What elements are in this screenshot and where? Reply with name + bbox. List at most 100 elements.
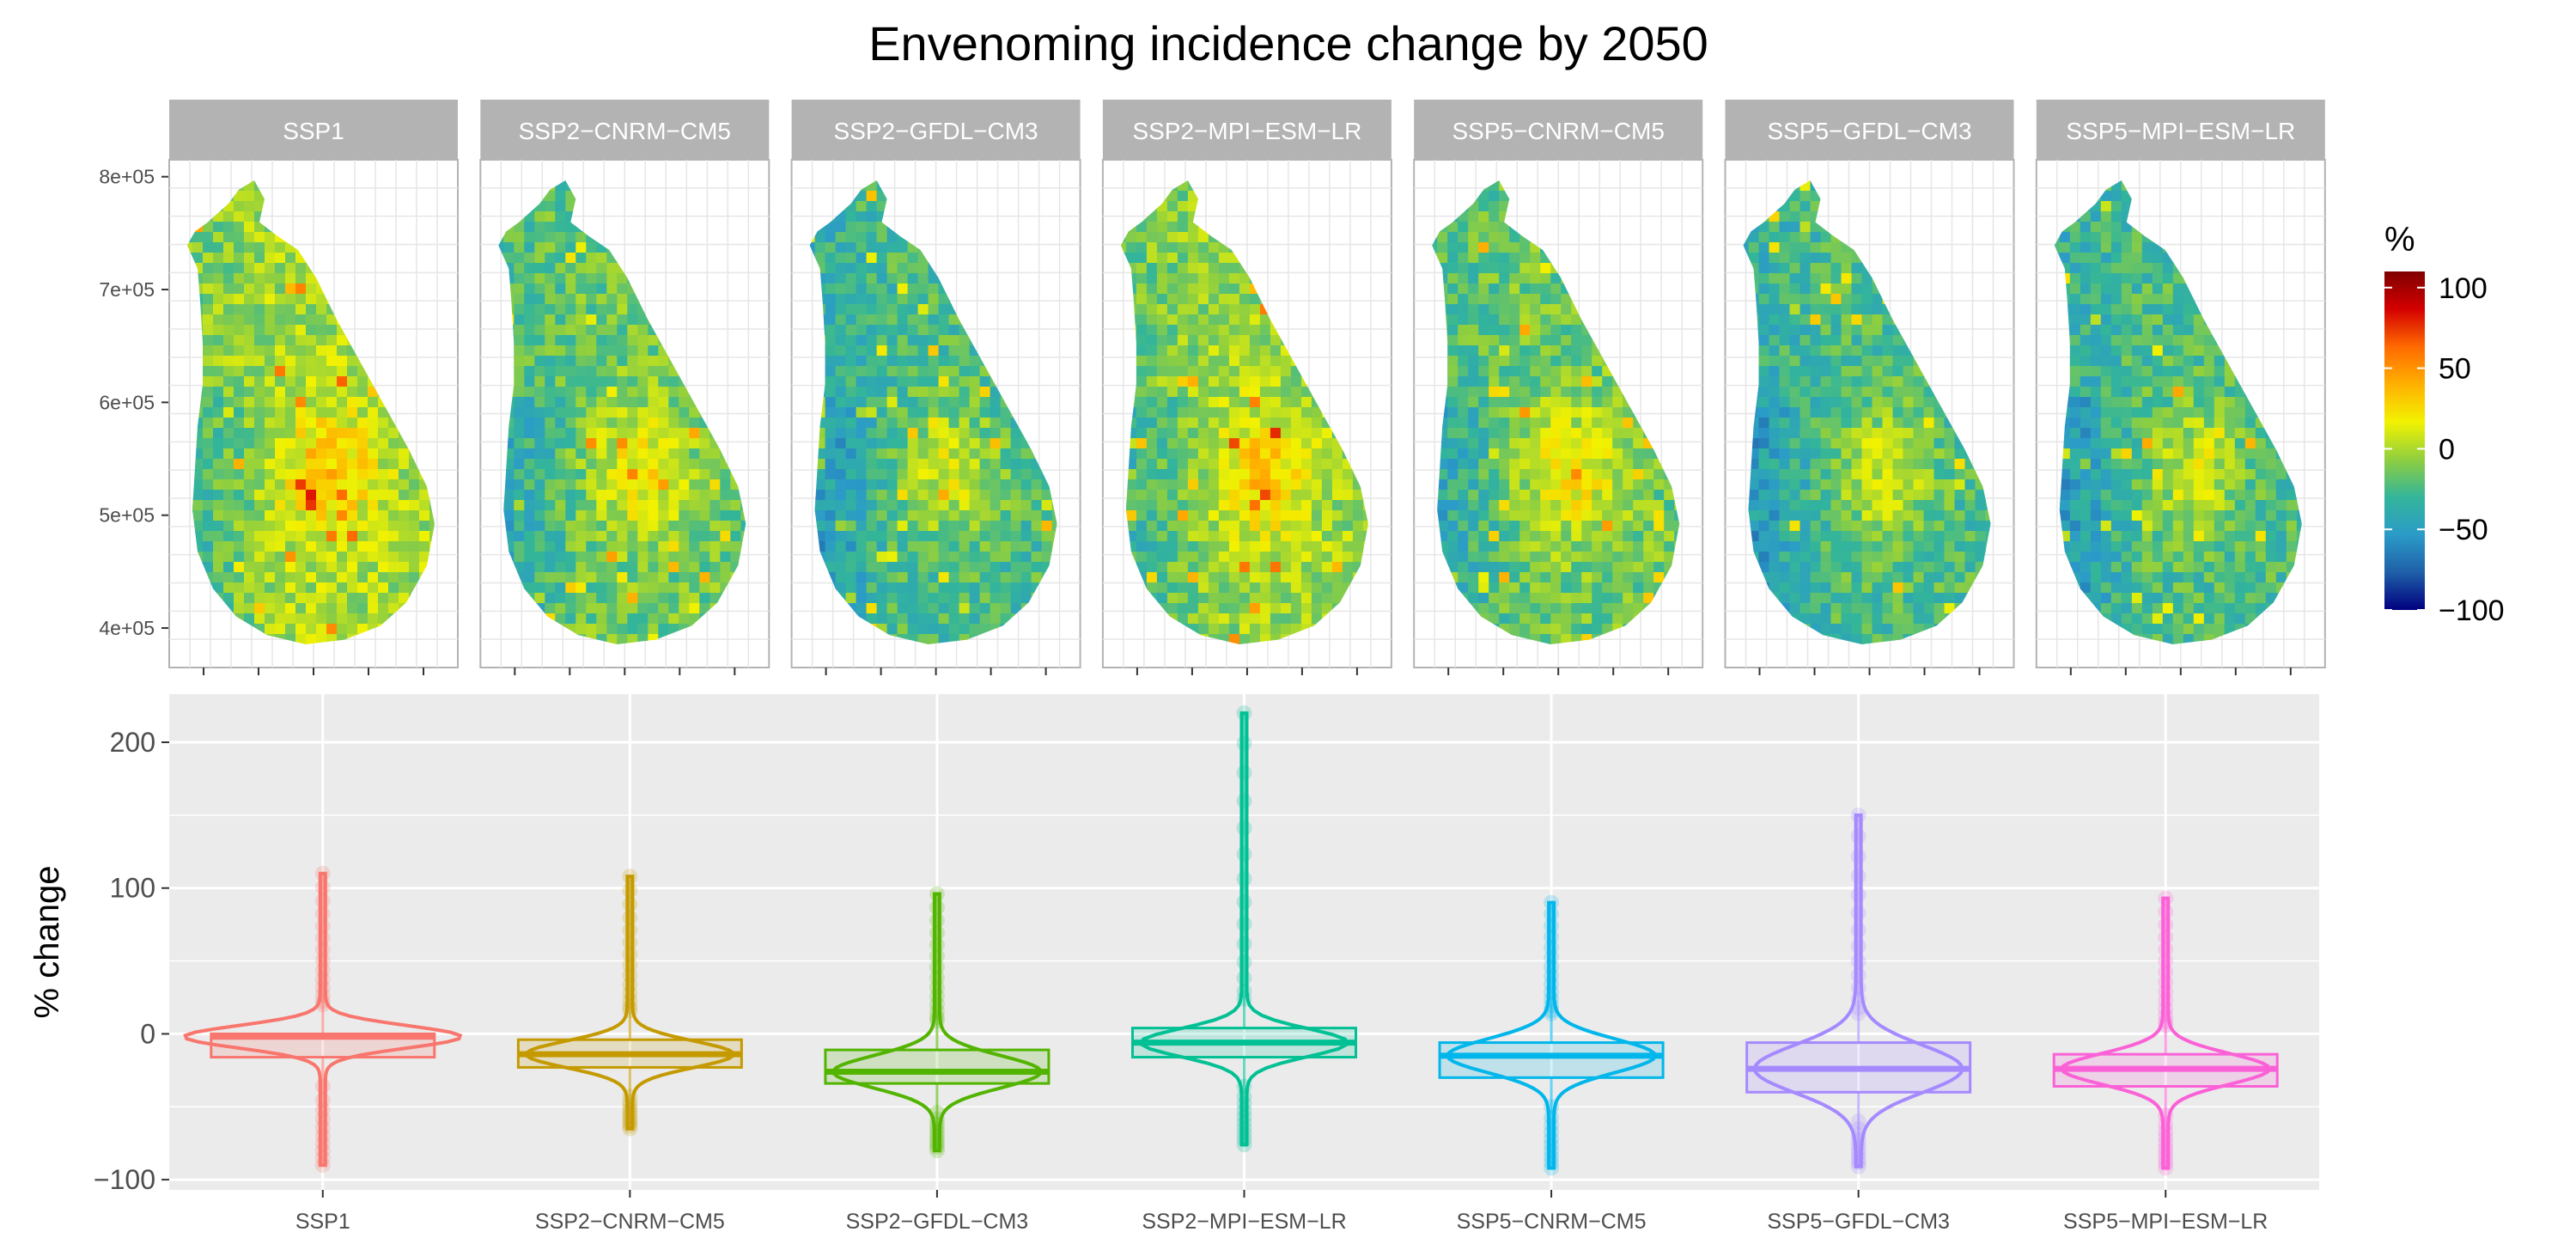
map-cell: [1177, 314, 1189, 326]
map-cell: [948, 572, 960, 583]
map-cell: [1290, 603, 1302, 614]
map-cell: [1041, 521, 1053, 532]
map-cell: [845, 572, 857, 583]
map-cell: [399, 510, 410, 521]
map-cell: [285, 387, 296, 398]
map-cell: [1331, 521, 1343, 532]
map-cell: [575, 284, 587, 295]
map-cell: [1259, 407, 1271, 418]
map-cell: [1218, 459, 1230, 470]
map-cell: [265, 345, 276, 357]
map-cell: [897, 500, 909, 511]
map-cell: [244, 490, 255, 501]
map-cell: [1208, 428, 1220, 439]
map-cell: [948, 345, 960, 357]
map-cell: [316, 366, 327, 377]
map-cell: [234, 314, 245, 326]
map-cell: [948, 562, 960, 573]
map-cell: [928, 459, 940, 470]
map-cell: [254, 304, 265, 315]
map-cell: [1468, 263, 1479, 274]
map-cell: [1010, 459, 1022, 470]
map-cell: [845, 500, 857, 511]
map-cell: [203, 397, 214, 408]
map-cell: [1239, 428, 1251, 439]
map-cell: [1156, 428, 1168, 439]
map-cell: [1300, 459, 1312, 470]
map-cell: [886, 387, 898, 398]
map-cell: [254, 510, 265, 521]
map-cell: [1218, 562, 1230, 573]
map-cell: [938, 438, 950, 449]
map-cell: [948, 521, 960, 532]
map-cell: [1239, 284, 1251, 295]
map-cell: [419, 490, 430, 501]
map-cell: [606, 582, 618, 594]
map-cell: [596, 397, 607, 408]
map-cell: [917, 407, 929, 418]
facet-strip-label: SSP5−CNRM−CM5: [1452, 118, 1664, 144]
map-cell: [668, 613, 679, 625]
map-cell: [1166, 191, 1178, 202]
map-cell: [1311, 510, 1323, 521]
map-cell: [586, 613, 597, 625]
map-cell: [1197, 510, 1209, 521]
map-cell: [534, 552, 545, 563]
map-cell: [668, 531, 679, 542]
map-cell: [1218, 335, 1230, 346]
map-cell: [244, 232, 255, 243]
map-cell: [1239, 314, 1251, 326]
map-cell: [825, 284, 837, 295]
map-cell: [306, 469, 317, 480]
map-cell: [306, 572, 317, 583]
map-cell: [1031, 469, 1043, 480]
map-cell: [990, 490, 1002, 501]
map-cell: [203, 263, 214, 274]
map-cell: [1280, 552, 1292, 563]
map-cell: [419, 500, 430, 511]
map-cell: [1218, 253, 1230, 264]
map-cell: [213, 448, 224, 460]
map-cell: [388, 500, 399, 511]
map-cell: [897, 356, 909, 367]
map-cell: [275, 407, 286, 418]
map-cell: [586, 418, 597, 429]
map-cell: [575, 407, 587, 418]
map-cell: [524, 582, 535, 594]
map-cell: [617, 469, 628, 480]
map-cell: [1156, 314, 1168, 326]
map-cell: [856, 418, 868, 429]
map-cell: [1187, 562, 1199, 573]
map-cell: [1300, 479, 1312, 491]
map-cell: [1136, 222, 1148, 233]
map-cell: [699, 428, 710, 439]
map-cell: [917, 428, 929, 439]
map-cell: [1509, 273, 1520, 284]
map-cell: [223, 376, 234, 387]
map-cell: [306, 521, 317, 532]
map-cell: [658, 469, 669, 480]
map-cell: [223, 521, 234, 532]
map-cell: [907, 376, 919, 387]
map-cell: [648, 552, 659, 563]
map-cell: [1239, 624, 1251, 635]
map-cell: [1197, 541, 1209, 552]
map-cell: [917, 582, 929, 594]
map-cell: [575, 531, 587, 542]
map-cell: [606, 634, 618, 644]
map-cell: [419, 531, 430, 542]
map-cell: [514, 222, 525, 233]
map-cell: [295, 521, 307, 532]
map-cell: [586, 572, 597, 583]
map-cell: [368, 490, 379, 501]
map-cell: [948, 541, 960, 552]
map-cell: [223, 211, 234, 223]
map-cell: [203, 284, 214, 295]
map-cell: [1146, 335, 1158, 346]
map-cell: [897, 582, 909, 594]
map-cell: [503, 490, 515, 501]
map-cell: [845, 314, 857, 326]
map-cell: [1156, 397, 1168, 408]
map-cell: [990, 407, 1002, 418]
map-cell: [866, 562, 878, 573]
